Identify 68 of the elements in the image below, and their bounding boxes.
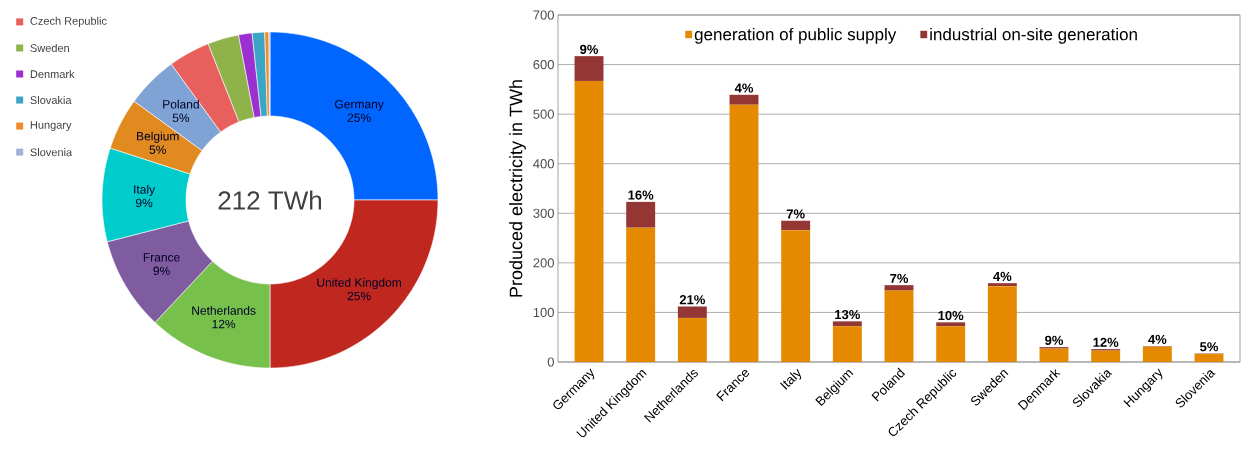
annotation: 9% <box>1045 335 1064 345</box>
bar <box>832 326 862 362</box>
legend-label: industrial on-site generation <box>930 27 1137 44</box>
text: 212 TWh <box>218 190 322 210</box>
bar <box>626 227 656 362</box>
x-tick-label: Italy <box>780 368 802 390</box>
bar <box>574 80 604 362</box>
annotation: 13% <box>835 309 860 320</box>
bar <box>1142 346 1172 362</box>
legend-label: Hungary <box>30 121 72 131</box>
slice-label: Netherlands <box>192 306 256 315</box>
data-label: 9% <box>153 266 170 276</box>
bar <box>781 220 811 231</box>
legend-label: Denmark <box>30 69 75 79</box>
bar <box>884 285 914 291</box>
y-tick-label: 600 <box>533 59 554 70</box>
legend-label: Czech Republic <box>30 16 107 28</box>
y-tick-label: 0 <box>547 357 554 367</box>
slice-label: Germany <box>335 99 384 111</box>
bar <box>1091 350 1121 362</box>
annotation: 5% <box>1200 342 1219 352</box>
annotation: 4% <box>734 83 754 93</box>
annotation: 7% <box>890 273 909 283</box>
legend-label: Sweden <box>30 43 69 52</box>
data-label: 5% <box>149 145 166 154</box>
bar <box>987 283 1017 287</box>
data-label: 12% <box>212 319 236 329</box>
data-label: 5% <box>172 113 190 123</box>
data-label: 25% <box>347 291 371 301</box>
bar <box>1194 354 1224 362</box>
bar <box>987 286 1017 362</box>
annotation: 7% <box>786 209 805 219</box>
bar <box>574 56 604 81</box>
bar <box>832 321 862 327</box>
data-label: 9% <box>135 198 153 208</box>
bar <box>936 322 966 327</box>
legend-label: Slovakia <box>30 96 72 105</box>
bar <box>677 306 707 318</box>
legend-label: Slovenia <box>30 148 73 157</box>
annotation: 21% <box>679 295 705 305</box>
bar <box>884 290 914 362</box>
bar <box>936 326 966 362</box>
y-tick-label: 100 <box>533 307 554 318</box>
slice-label: Poland <box>163 99 199 109</box>
bar <box>729 104 759 362</box>
annotation: 16% <box>628 190 654 200</box>
y-tick-label: 500 <box>533 109 554 119</box>
annotation: 9% <box>580 44 599 54</box>
bar <box>626 201 656 228</box>
y-tick-label: 300 <box>533 208 554 218</box>
slice-label: Italy <box>134 184 156 197</box>
slice-label: France <box>143 253 180 262</box>
y-tick-label: 200 <box>533 258 554 268</box>
y-tick-label: 700 <box>533 10 554 20</box>
bar <box>781 230 811 362</box>
bar <box>677 317 707 362</box>
annotation: 12% <box>1093 337 1119 347</box>
annotation: 4% <box>1148 334 1167 344</box>
bar <box>1039 348 1069 362</box>
data-label: 25% <box>347 113 371 122</box>
legend-label: generation of public supply <box>694 27 897 44</box>
annotation: 10% <box>938 310 964 321</box>
annotation: 4% <box>993 271 1012 281</box>
slice-label: United Kingdom <box>317 277 401 290</box>
y-axis-title: Produced electricity in TWh <box>509 80 526 297</box>
bar <box>729 94 759 105</box>
slice-label: Belgium <box>137 131 179 143</box>
y-tick-label: 400 <box>533 159 554 169</box>
